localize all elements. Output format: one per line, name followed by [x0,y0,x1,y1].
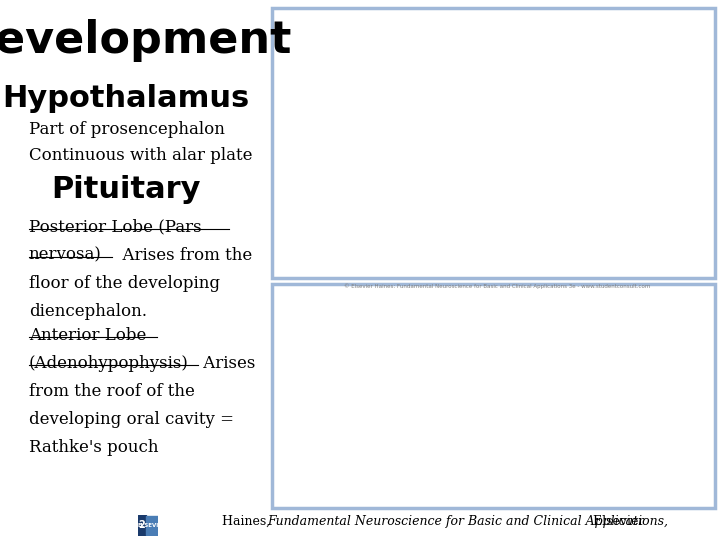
Text: Arises from the: Arises from the [112,247,252,264]
Text: © Elsevier Haines: Fundamental Neuroscience for Basic and Clinical Applications : © Elsevier Haines: Fundamental Neuroscie… [343,283,650,288]
Text: diencephalon.: diencephalon. [29,303,147,320]
Text: Rathke's pouch: Rathke's pouch [29,439,158,456]
Text: Haines,: Haines, [222,515,274,528]
Text: 2: 2 [139,521,145,530]
Text: nervosa): nervosa) [29,247,102,264]
Text: from the roof of the: from the roof of the [29,383,194,400]
Text: Posterior Lobe (Pars: Posterior Lobe (Pars [29,219,202,235]
Text: Continuous with alar plate: Continuous with alar plate [29,147,252,164]
Text: Pituitary: Pituitary [51,176,201,205]
Text: Arises: Arises [198,355,256,372]
Text: ELSEVIER: ELSEVIER [138,523,167,528]
Text: Development: Development [0,19,293,62]
Text: floor of the developing: floor of the developing [29,275,220,292]
Text: developing oral cavity =: developing oral cavity = [29,411,234,428]
Text: Elsevier: Elsevier [589,515,644,528]
Text: Fundamental Neuroscience for Basic and Clinical Applications,: Fundamental Neuroscience for Basic and C… [267,515,668,528]
Bar [138,515,146,536]
Text: (Adenohypophysis): (Adenohypophysis) [29,355,189,372]
FancyBboxPatch shape [272,284,715,508]
Text: Part of prosencephalon: Part of prosencephalon [29,122,225,138]
FancyBboxPatch shape [272,8,715,278]
Bar [146,516,158,535]
Text: Anterior Lobe: Anterior Lobe [29,327,146,343]
Text: Hypothalamus: Hypothalamus [2,84,250,113]
